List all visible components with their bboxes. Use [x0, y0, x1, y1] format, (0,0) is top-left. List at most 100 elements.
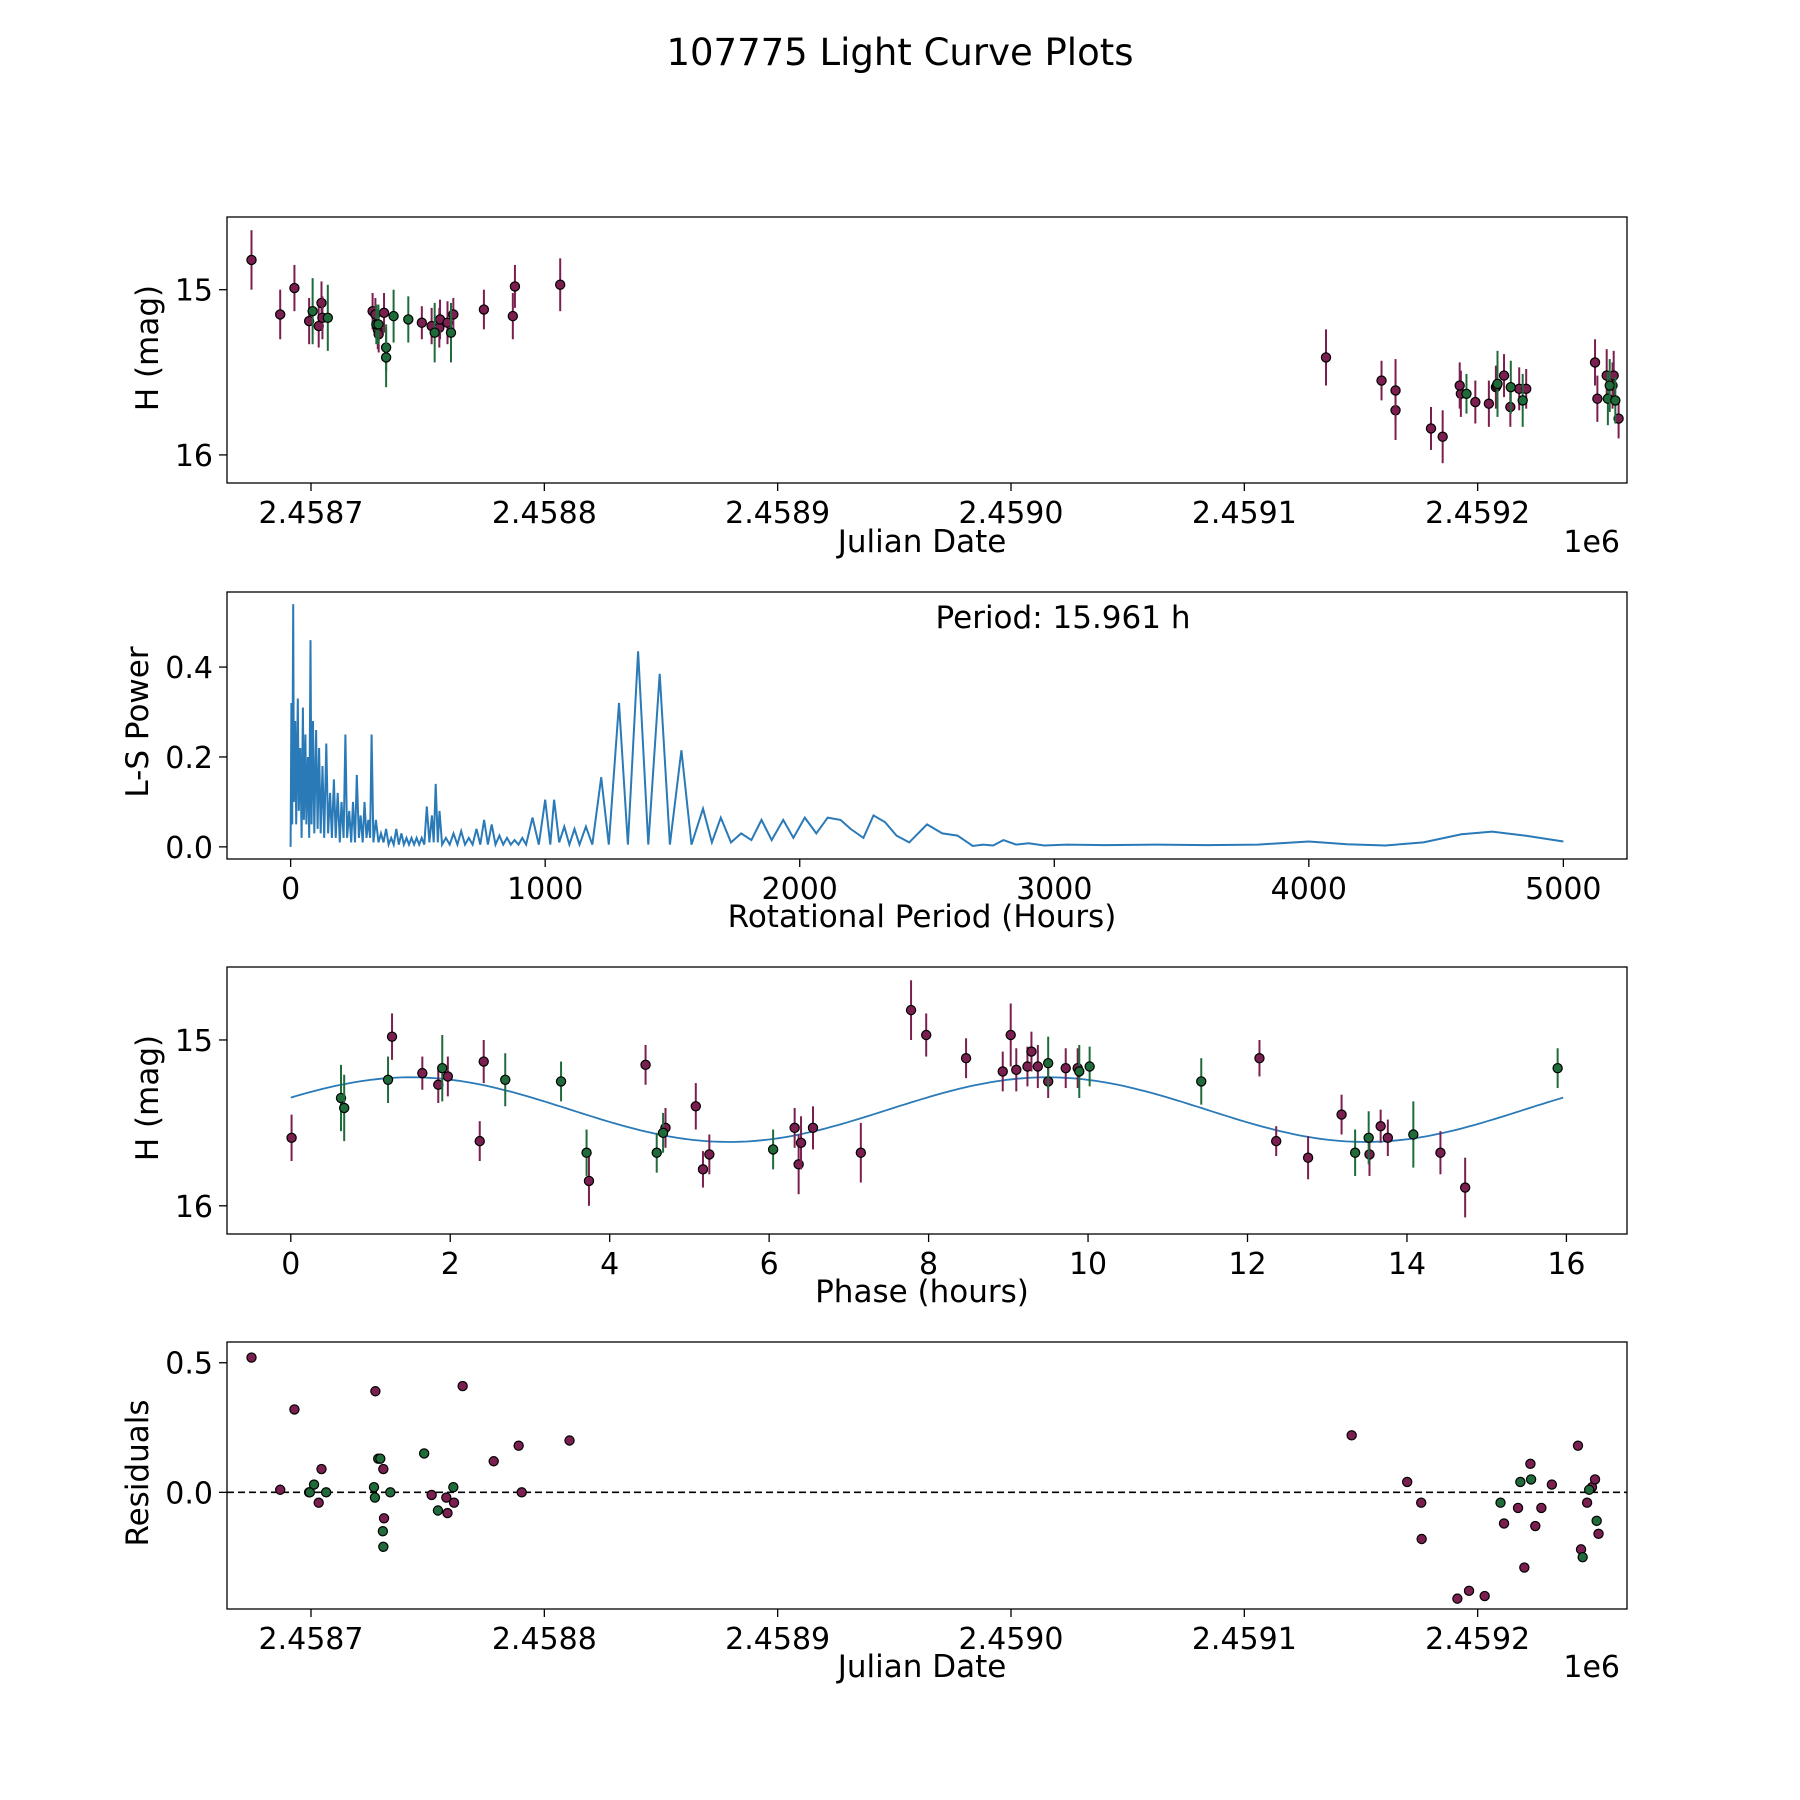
data-point — [380, 352, 392, 363]
x-offset-label-residuals: 1e6 — [1563, 1650, 1620, 1685]
data-point — [275, 309, 286, 320]
axes-frame — [226, 216, 1628, 484]
data-point — [313, 1497, 324, 1508]
data-point — [555, 1076, 567, 1087]
data-point — [320, 1487, 332, 1498]
data-point — [1349, 1147, 1361, 1158]
data-point — [1011, 1064, 1022, 1076]
data-point — [1459, 1182, 1471, 1193]
data-point — [378, 307, 390, 319]
series-green — [304, 1448, 1602, 1563]
data-point — [378, 1463, 389, 1475]
data-point — [1463, 1585, 1475, 1597]
data-point — [1492, 378, 1503, 390]
data-point — [1520, 383, 1532, 395]
panel-light-curve: Julian Date H (mag) 1e6 2.4587 2.4588 2.45… — [130, 216, 1628, 560]
data-point — [478, 1056, 489, 1067]
data-point — [437, 1062, 448, 1074]
data-point — [1376, 375, 1387, 386]
data-point — [373, 319, 384, 330]
data-point — [369, 1492, 381, 1503]
y-tick-label: 15 — [175, 1024, 213, 1059]
x-tick-label: 0 — [281, 1247, 300, 1282]
y-tick-label: 0.0 — [165, 1476, 213, 1511]
data-point — [509, 281, 521, 292]
y-tick-label: 15 — [175, 274, 213, 309]
data-point — [1546, 1479, 1558, 1490]
x-tick-label: 6 — [760, 1247, 779, 1282]
data-point — [1512, 1502, 1524, 1514]
data-point — [1610, 395, 1621, 406]
data-point — [448, 1497, 460, 1508]
data-point — [581, 1147, 592, 1158]
data-point — [338, 1102, 350, 1114]
data-point — [1005, 1029, 1016, 1041]
data-point — [1525, 1474, 1537, 1485]
data-point — [246, 1352, 257, 1363]
data-point — [368, 1481, 380, 1493]
data-point — [378, 1541, 389, 1552]
axes-frame — [226, 591, 1628, 860]
data-point — [375, 1453, 386, 1464]
data-point — [1525, 1458, 1536, 1470]
x-tick-label: 2.4592 — [1425, 496, 1530, 531]
data-point — [442, 1507, 453, 1519]
data-point — [442, 1071, 454, 1082]
data-point — [429, 327, 440, 338]
data-point — [442, 317, 453, 328]
data-point — [1519, 1562, 1530, 1573]
data-point — [385, 1487, 396, 1498]
plot-area — [246, 230, 1624, 464]
panel-phase-folded: Phase (hours) H (mag) 0 2 4 6 8 10 12 14 16 15 16 — [130, 966, 1628, 1310]
data-point — [488, 1456, 499, 1467]
data-point — [1375, 1121, 1386, 1132]
x-tick-label: 2 — [441, 1247, 460, 1282]
data-point — [1382, 1132, 1394, 1144]
plot-area — [286, 980, 1564, 1218]
data-point — [583, 1175, 595, 1187]
x-tick-label: 10 — [1069, 1247, 1107, 1282]
data-point — [386, 1031, 398, 1042]
data-point — [1498, 1518, 1510, 1529]
panel-periodogram: Rotational Period (Hours) L-S Power Peri… — [120, 591, 1628, 935]
data-point — [286, 1132, 297, 1144]
y-tick-label: 16 — [175, 439, 213, 474]
series-magenta — [246, 230, 1624, 464]
axes-frame — [226, 1341, 1628, 1610]
data-point — [382, 1074, 394, 1085]
data-point — [640, 1059, 651, 1071]
data-point — [1454, 380, 1465, 391]
data-point — [1495, 1497, 1506, 1508]
data-point — [960, 1053, 972, 1064]
ylabel-residuals: Residuals — [120, 1399, 156, 1546]
data-point — [1536, 1502, 1547, 1514]
data-point — [657, 1127, 669, 1139]
period-annotation: Period: 15.961 h — [936, 600, 1191, 636]
ylabel-ls-power: L-S Power — [120, 646, 156, 797]
data-point — [1452, 1593, 1463, 1604]
data-point — [651, 1147, 662, 1158]
sine-fit-curve — [290, 1076, 1564, 1143]
data-point — [1320, 352, 1332, 363]
x-tick-label: 2000 — [762, 872, 838, 907]
xlabel-phase: Phase (hours) — [815, 1274, 1029, 1310]
data-point — [921, 1029, 932, 1041]
data-point — [1515, 1476, 1526, 1488]
data-point — [1592, 393, 1603, 404]
axes-frame — [226, 966, 1628, 1235]
data-point — [1583, 1484, 1595, 1495]
y-tick-label: 16 — [175, 1190, 213, 1225]
data-point — [303, 315, 315, 327]
y-tick-label: 0.4 — [165, 651, 213, 686]
data-point — [377, 1526, 389, 1537]
series-magenta — [246, 1352, 1604, 1604]
figure-title: 107775 Light Curve Plots — [666, 31, 1133, 74]
x-tick-label: 2.4591 — [1192, 496, 1297, 531]
data-point — [308, 1479, 320, 1490]
x-tick-label: 16 — [1547, 1247, 1585, 1282]
x-tick-label: 4 — [600, 1247, 619, 1282]
data-point — [905, 1004, 917, 1016]
data-point — [997, 1066, 1008, 1077]
data-point — [1196, 1076, 1207, 1087]
